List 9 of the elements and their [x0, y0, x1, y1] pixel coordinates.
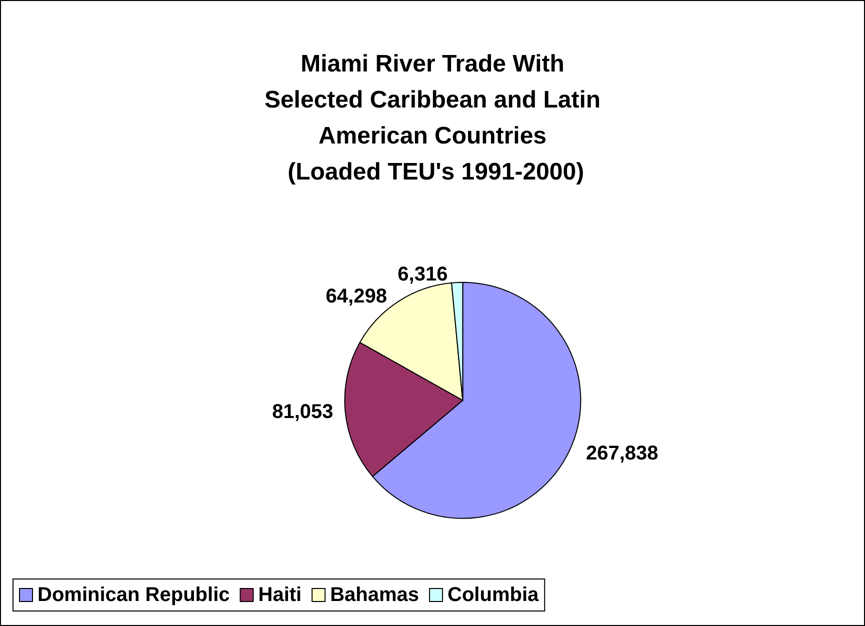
data-label: 267,838 — [586, 442, 658, 464]
legend-label: Dominican Republic — [38, 584, 230, 606]
data-label: 81,053 — [272, 401, 334, 424]
legend-label: Bahamas — [330, 584, 420, 606]
data-label: 6,316 — [398, 264, 448, 286]
legend-label: Columbia — [448, 584, 540, 606]
legend-label: Haiti — [258, 584, 302, 606]
data-label: 64,298 — [326, 286, 387, 308]
chart-title: Miami River Trade With Selected Caribbean and Latin American Countries (Loaded TEU's 1991-2000) — [264, 50, 601, 186]
